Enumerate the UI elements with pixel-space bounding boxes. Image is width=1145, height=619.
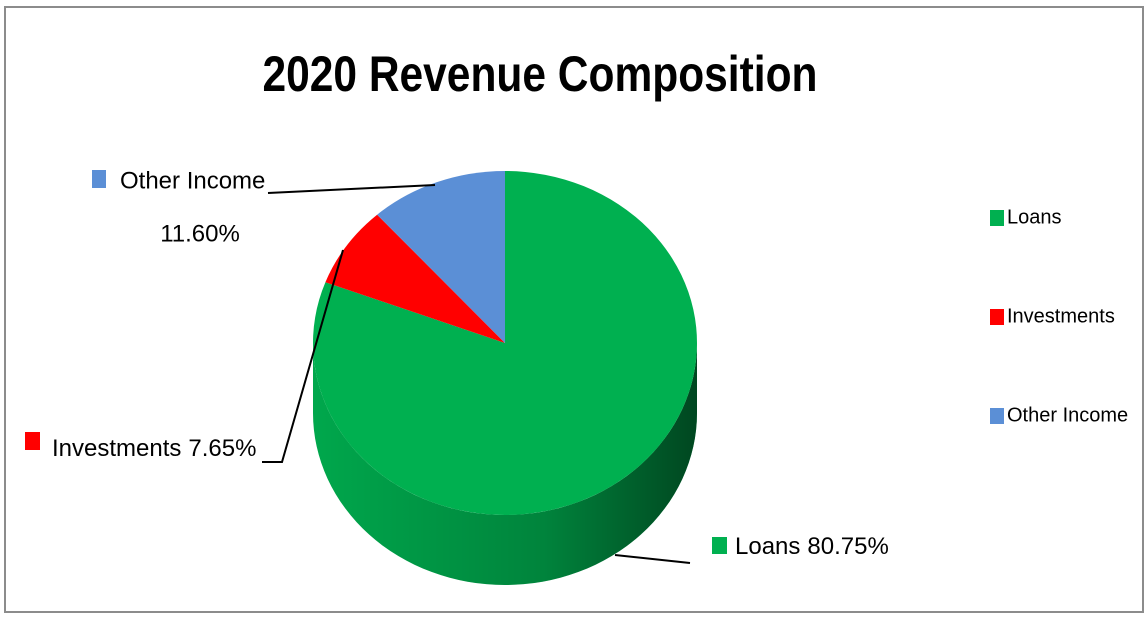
leader-line xyxy=(614,554,691,564)
label-key xyxy=(712,537,727,554)
legend-swatch xyxy=(990,408,1004,424)
label-key xyxy=(25,432,40,450)
data-label-name: Investments xyxy=(52,435,181,462)
data-label-value: 11.60% xyxy=(160,220,240,247)
leader-line xyxy=(262,249,344,463)
data-label-value: 7.65% xyxy=(188,435,256,462)
data-label-name: Loans xyxy=(735,533,800,560)
legend-label: Other Income xyxy=(1007,404,1128,426)
data-label-value: 80.75% xyxy=(807,533,888,560)
slice-side-shade xyxy=(313,343,697,585)
data-label-name: Other Income xyxy=(120,167,265,194)
chart-title: 2020 Revenue Composition xyxy=(263,46,818,102)
legend-swatch xyxy=(990,309,1004,325)
pie-slice xyxy=(325,214,505,343)
label-key xyxy=(92,170,106,188)
legend-swatch xyxy=(990,210,1004,226)
legend-label: Investments xyxy=(1007,305,1115,327)
data-label: Investments 7.65% xyxy=(52,435,256,462)
data-label: Loans 80.75% xyxy=(735,533,889,560)
pie-slice xyxy=(377,171,505,343)
legend-label: Loans xyxy=(1007,206,1062,228)
leader-line xyxy=(267,184,436,194)
